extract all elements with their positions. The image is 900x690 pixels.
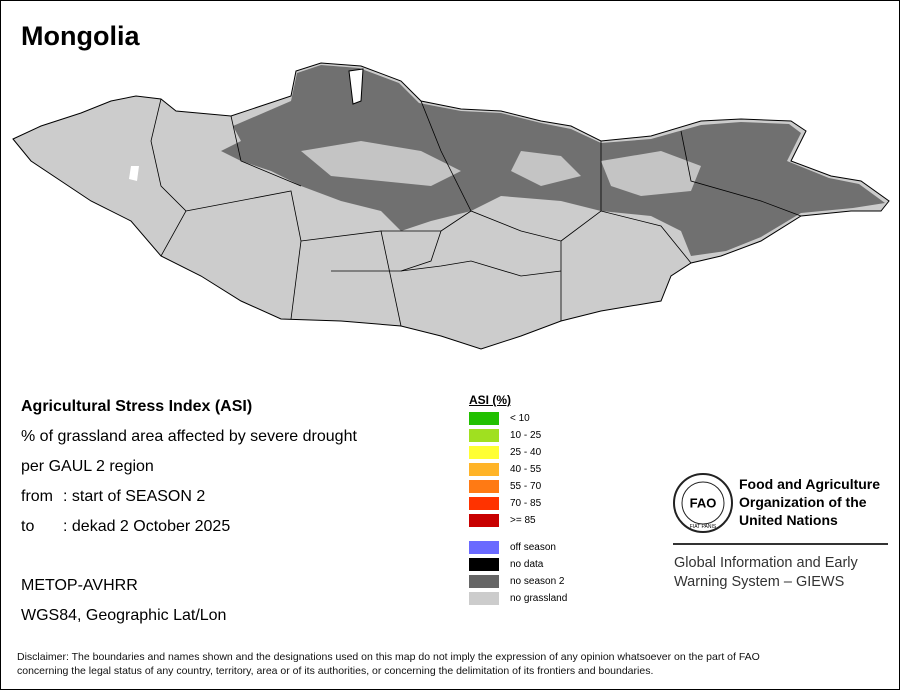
- legend-swatch: [469, 480, 499, 493]
- admin-boundaries: [150, 98, 802, 327]
- projection: WGS84, Geographic Lat/Lon: [21, 607, 227, 624]
- org-line: Organization of the: [739, 494, 867, 510]
- legend-label: off season: [510, 542, 556, 553]
- measure: % of grassland area affected by severe d…: [21, 428, 357, 445]
- disclaimer: Disclaimer: The boundaries and names sho…: [17, 651, 760, 663]
- org-line: Food and Agriculture: [739, 476, 881, 492]
- legend-swatch: [469, 558, 499, 571]
- legend-swatch: [469, 412, 499, 425]
- legend-swatch: [469, 497, 499, 510]
- org-line: United Nations: [739, 512, 838, 528]
- legend-title: ASI (%): [469, 393, 511, 407]
- legend-label: >= 85: [510, 515, 536, 526]
- legend-swatch: [469, 463, 499, 476]
- logo-rule: [673, 543, 888, 545]
- from-value: : start of SEASON 2: [63, 488, 206, 505]
- legend-label: 25 - 40: [510, 447, 542, 458]
- legend-label: no data: [510, 559, 544, 570]
- legend-swatch: [469, 514, 499, 527]
- legend-swatch: [469, 541, 499, 554]
- legend-label: 70 - 85: [510, 498, 542, 509]
- map: [12, 62, 890, 350]
- grass-patch: [601, 151, 701, 196]
- sensor: METOP-AVHRR: [21, 577, 138, 594]
- fao-emblem: FAO FIAT PANIS: [673, 473, 733, 533]
- unit: per GAUL 2 region: [21, 458, 154, 475]
- system-line: Warning System – GIEWS: [674, 574, 845, 590]
- to-label: to: [21, 518, 35, 535]
- from-label: from: [21, 488, 53, 505]
- legend-label: 10 - 25: [510, 430, 542, 441]
- grass-patch: [301, 141, 461, 186]
- legend-swatch: [469, 592, 499, 605]
- legend-label: 40 - 55: [510, 464, 542, 475]
- disclaimer: concerning the legal status of any count…: [17, 665, 654, 677]
- system-line: Global Information and Early: [674, 555, 858, 571]
- legend-label: no season 2: [510, 576, 565, 587]
- legend-swatch: [469, 429, 499, 442]
- map-title: Mongolia: [21, 21, 140, 51]
- to-value: : dekad 2 October 2025: [63, 518, 231, 535]
- legend-swatch: [469, 446, 499, 459]
- legend-label: 55 - 70: [510, 481, 542, 492]
- grass-patch: [511, 151, 581, 186]
- emblem-letters: FAO: [690, 495, 717, 510]
- legend-label: no grassland: [510, 593, 568, 604]
- lake: [348, 68, 364, 105]
- emblem-motto: FIAT PANIS: [690, 524, 717, 530]
- index-name: Agricultural Stress Index (ASI): [21, 398, 253, 415]
- lake: [129, 166, 139, 181]
- legend-swatch: [469, 575, 499, 588]
- legend-label: < 10: [510, 413, 530, 424]
